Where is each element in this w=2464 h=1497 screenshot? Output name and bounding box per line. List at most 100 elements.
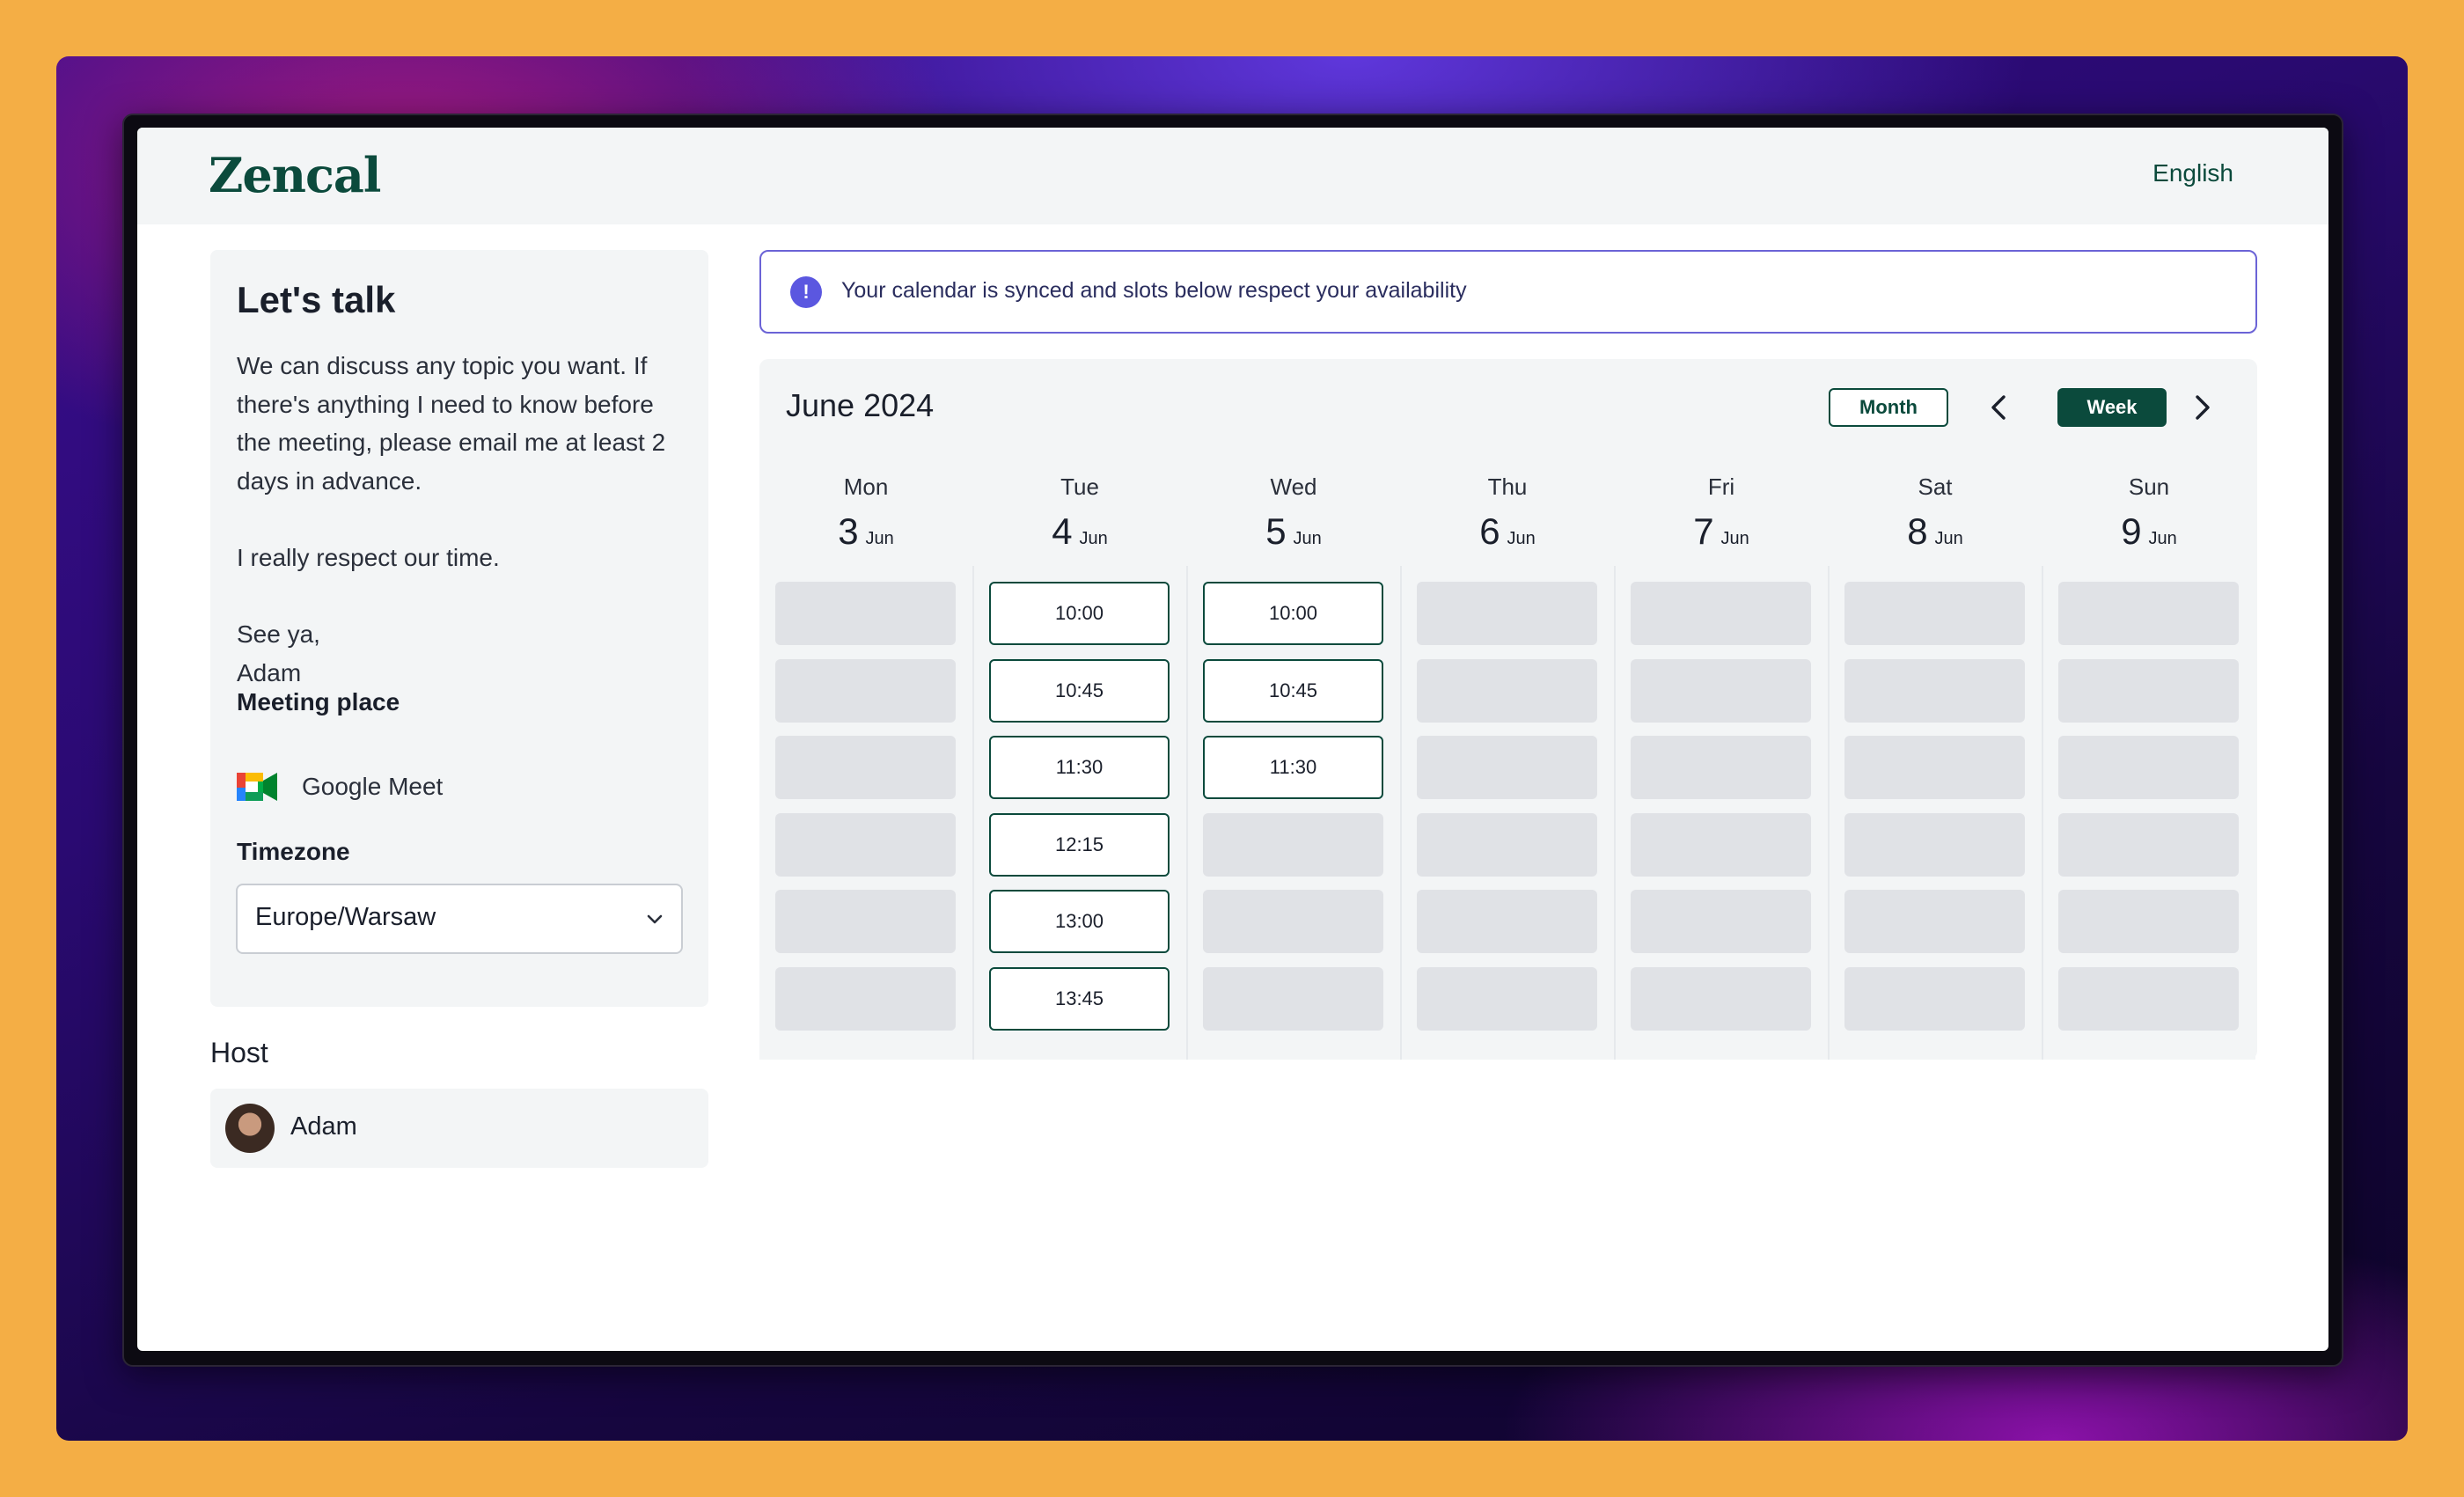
unavailable-slot bbox=[1417, 582, 1597, 645]
day-slots bbox=[2042, 566, 2255, 1060]
day-name: Sun bbox=[2128, 473, 2170, 500]
day-slots bbox=[1401, 566, 1614, 1060]
day-date: 8 Jun bbox=[1829, 510, 2042, 553]
day-column-fri: Fri 7 Jun bbox=[1615, 359, 1828, 1060]
day-date: 7 Jun bbox=[1615, 510, 1828, 553]
day-column-mon: Mon 3 Jun bbox=[759, 359, 972, 1060]
timezone-select[interactable]: Europe/Warsaw bbox=[236, 884, 683, 954]
column-divider bbox=[1186, 566, 1188, 1060]
info-icon: ! bbox=[790, 276, 822, 308]
day-number: 3 bbox=[838, 510, 859, 552]
chevron-right-icon[interactable] bbox=[2187, 393, 2217, 422]
month-view-button[interactable]: Month bbox=[1829, 388, 1948, 427]
host-label: Host bbox=[210, 1037, 268, 1068]
day-month: Jun bbox=[2148, 529, 2177, 548]
unavailable-slot bbox=[2058, 658, 2239, 723]
day-column-thu: Thu 6 Jun bbox=[1401, 359, 1614, 1060]
unavailable-slot bbox=[1844, 890, 2025, 953]
day-month: Jun bbox=[1079, 529, 1108, 548]
day-name: Fri bbox=[1707, 473, 1735, 500]
booking-page: Zencal English Let's talk We can discuss… bbox=[137, 128, 2328, 1351]
unavailable-slot bbox=[1417, 966, 1597, 1031]
unavailable-slot bbox=[775, 966, 956, 1031]
unavailable-slot bbox=[2058, 736, 2239, 799]
host-name: Adam bbox=[290, 1112, 357, 1141]
time-slot-button[interactable]: 11:30 bbox=[989, 736, 1170, 799]
google-meet-icon bbox=[237, 773, 277, 801]
unavailable-slot bbox=[1631, 582, 1811, 645]
day-number: 5 bbox=[1265, 510, 1287, 552]
unavailable-slot bbox=[1203, 966, 1383, 1031]
day-column-tue: Tue 4 Jun 10:00 10:45 11:30 12:15 13:00 13:45 bbox=[973, 359, 1186, 1060]
week-view-button[interactable]: Week bbox=[2057, 388, 2167, 427]
zencal-logo[interactable]: Zencal bbox=[209, 147, 381, 203]
day-number: 8 bbox=[1907, 510, 1928, 552]
unavailable-slot bbox=[1417, 812, 1597, 877]
day-slots bbox=[759, 566, 972, 1060]
day-month: Jun bbox=[865, 529, 894, 548]
avatar bbox=[225, 1104, 275, 1153]
unavailable-slot bbox=[1844, 582, 2025, 645]
top-bar: Zencal English bbox=[137, 128, 2328, 224]
day-slots bbox=[1829, 566, 2042, 1060]
meeting-place-value: Google Meet bbox=[302, 773, 444, 800]
meeting-place: Google Meet bbox=[237, 769, 443, 804]
day-date: 5 Jun bbox=[1187, 510, 1400, 553]
language-selector[interactable]: English bbox=[2152, 159, 2233, 187]
unavailable-slot bbox=[1417, 736, 1597, 799]
day-month: Jun bbox=[1507, 529, 1536, 548]
sync-alert: ! Your calendar is synced and slots belo… bbox=[759, 250, 2257, 334]
column-divider bbox=[1614, 566, 1616, 1060]
alert-text: Your calendar is synced and slots below … bbox=[841, 278, 1467, 303]
time-slot-button[interactable]: 10:00 bbox=[1203, 582, 1383, 645]
day-number: 9 bbox=[2121, 510, 2142, 552]
unavailable-slot bbox=[1203, 812, 1383, 877]
unavailable-slot bbox=[1631, 658, 1811, 723]
column-divider bbox=[972, 566, 974, 1060]
unavailable-slot bbox=[775, 582, 956, 645]
unavailable-slot bbox=[1631, 890, 1811, 953]
time-slot-button[interactable]: 10:45 bbox=[1203, 658, 1383, 723]
unavailable-slot bbox=[1203, 890, 1383, 953]
unavailable-slot bbox=[1844, 966, 2025, 1031]
day-month: Jun bbox=[1293, 529, 1322, 548]
unavailable-slot bbox=[1631, 966, 1811, 1031]
day-name: Wed bbox=[1270, 473, 1317, 500]
day-column-sat: Sat 8 Jun bbox=[1829, 359, 2042, 1060]
unavailable-slot bbox=[775, 890, 956, 953]
unavailable-slot bbox=[1631, 736, 1811, 799]
day-number: 6 bbox=[1479, 510, 1500, 552]
day-date: 6 Jun bbox=[1401, 510, 1614, 553]
unavailable-slot bbox=[2058, 890, 2239, 953]
day-date: 4 Jun bbox=[973, 510, 1186, 553]
timezone-value: Europe/Warsaw bbox=[255, 903, 436, 931]
timezone-label: Timezone bbox=[237, 838, 350, 865]
unavailable-slot bbox=[1844, 658, 2025, 723]
day-name: Thu bbox=[1487, 473, 1528, 500]
time-slot-button[interactable]: 13:45 bbox=[989, 966, 1170, 1031]
unavailable-slot bbox=[2058, 966, 2239, 1031]
unavailable-slot bbox=[1844, 812, 2025, 877]
time-slot-button[interactable]: 13:00 bbox=[989, 890, 1170, 953]
unavailable-slot bbox=[1417, 890, 1597, 953]
unavailable-slot bbox=[2058, 812, 2239, 877]
day-name: Tue bbox=[1060, 473, 1099, 500]
host-card: Adam bbox=[210, 1089, 708, 1168]
calendar-panel: June 2024 Month Week Mon 3 Jun Tue 4 Jun 10:00… bbox=[759, 359, 2257, 1060]
day-slots: 10:00 10:45 11:30 bbox=[1187, 566, 1400, 1060]
time-slot-button[interactable]: 11:30 bbox=[1203, 736, 1383, 799]
unavailable-slot bbox=[2058, 582, 2239, 645]
event-details-card: Let's talk We can discuss any topic you … bbox=[210, 250, 708, 1007]
chevron-left-icon[interactable] bbox=[1984, 393, 2014, 422]
time-slot-button[interactable]: 12:15 bbox=[989, 812, 1170, 877]
time-slot-button[interactable]: 10:00 bbox=[989, 582, 1170, 645]
time-slot-button[interactable]: 10:45 bbox=[989, 658, 1170, 723]
column-divider bbox=[1400, 566, 1402, 1060]
chevron-down-icon bbox=[647, 914, 663, 924]
day-month: Jun bbox=[1934, 529, 1963, 548]
day-date: 3 Jun bbox=[759, 510, 972, 553]
unavailable-slot bbox=[775, 658, 956, 723]
calendar-title: June 2024 bbox=[786, 387, 935, 423]
unavailable-slot bbox=[1631, 812, 1811, 877]
unavailable-slot bbox=[775, 736, 956, 799]
